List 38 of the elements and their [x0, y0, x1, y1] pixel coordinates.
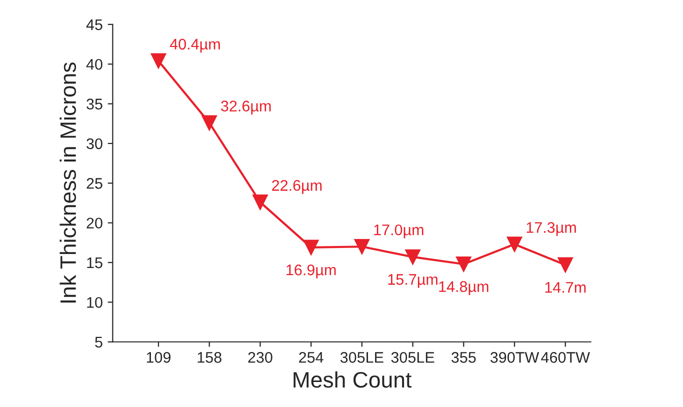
y-tick-label: 5 [95, 336, 102, 348]
data-label: 40.4µm [170, 38, 220, 53]
x-tick-label: 254 [299, 352, 324, 363]
x-tick-label: 460TW [541, 352, 590, 363]
data-label: 14.8µm [439, 281, 488, 296]
x-tick-label: 230 [248, 352, 272, 363]
x-tick-label: 390TW [490, 352, 540, 363]
y-tick-label: 30 [86, 138, 102, 150]
data-label: 16.9µm [286, 264, 336, 278]
x-axis-title: Mesh Count [294, 371, 412, 388]
y-tick-label: 40 [86, 58, 102, 70]
point [456, 256, 472, 272]
x-tick-label: 305LE [340, 352, 384, 363]
x-tick-label: 305LE [391, 352, 434, 363]
point [150, 53, 166, 69]
y-axis-title: Ink Thickness in Microns [60, 62, 76, 303]
point [354, 239, 370, 254]
data-label: 17.3µm [526, 222, 576, 236]
data-label: 17.0µm [374, 224, 424, 238]
point [252, 194, 268, 210]
y-tick-label: 45 [86, 19, 102, 30]
data-label: 15.7µm [388, 274, 438, 288]
point [506, 236, 522, 252]
point [405, 249, 420, 265]
y-tick-label: 20 [86, 218, 102, 229]
x-tick-label: 355 [451, 352, 476, 363]
y-tick-label: 35 [86, 98, 102, 110]
x-tick-label: 109 [146, 352, 170, 363]
data-label: 22.6µm [272, 180, 322, 194]
y-tick-label: 10 [87, 297, 102, 308]
data-label: 32.6µm [221, 100, 271, 114]
point [558, 257, 574, 273]
point [202, 115, 217, 130]
y-tick-label: 25 [86, 178, 102, 189]
x-tick-label: 158 [198, 352, 222, 363]
data-label: 14.7m [545, 282, 586, 293]
y-tick-label: 15 [87, 258, 102, 268]
point [303, 240, 319, 256]
